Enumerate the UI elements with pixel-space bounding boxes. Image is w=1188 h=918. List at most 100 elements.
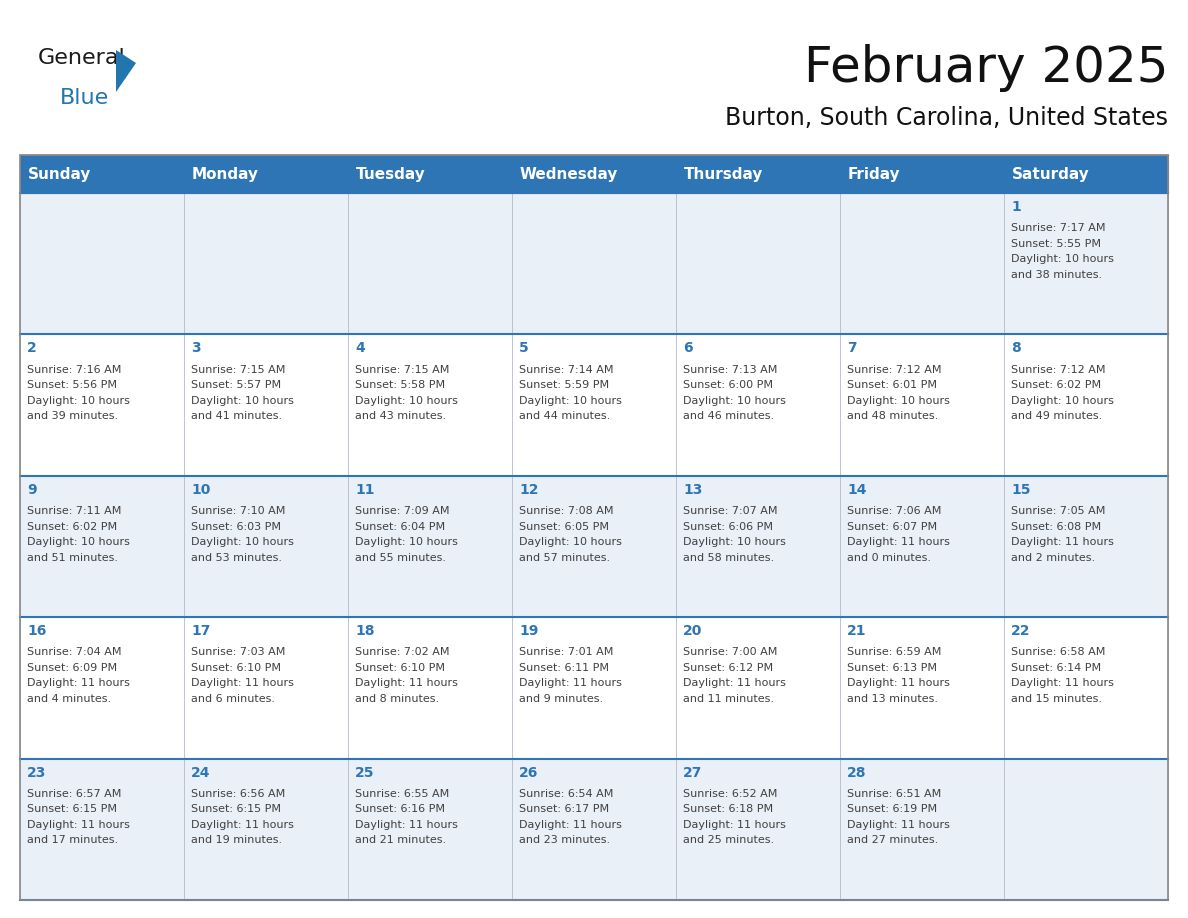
Text: Sunrise: 7:15 AM: Sunrise: 7:15 AM bbox=[355, 364, 449, 375]
Text: Daylight: 11 hours: Daylight: 11 hours bbox=[27, 678, 129, 688]
Text: Sunrise: 7:02 AM: Sunrise: 7:02 AM bbox=[355, 647, 449, 657]
Text: Sunset: 6:19 PM: Sunset: 6:19 PM bbox=[847, 804, 937, 814]
Text: Sunrise: 7:08 AM: Sunrise: 7:08 AM bbox=[519, 506, 613, 516]
Text: Sunrise: 7:12 AM: Sunrise: 7:12 AM bbox=[847, 364, 942, 375]
Text: Sunrise: 7:01 AM: Sunrise: 7:01 AM bbox=[519, 647, 613, 657]
Bar bbox=[512, 334, 676, 476]
Text: Sunset: 6:16 PM: Sunset: 6:16 PM bbox=[355, 804, 446, 814]
Text: Sunset: 6:18 PM: Sunset: 6:18 PM bbox=[683, 804, 773, 814]
Text: Sunrise: 6:52 AM: Sunrise: 6:52 AM bbox=[683, 789, 777, 799]
Text: 5: 5 bbox=[519, 341, 529, 355]
Text: and 23 minutes.: and 23 minutes. bbox=[519, 835, 611, 845]
Bar bbox=[348, 334, 512, 476]
Text: and 19 minutes.: and 19 minutes. bbox=[191, 835, 282, 845]
Text: Sunset: 6:07 PM: Sunset: 6:07 PM bbox=[847, 521, 937, 532]
Text: 6: 6 bbox=[683, 341, 693, 355]
Text: February 2025: February 2025 bbox=[803, 44, 1168, 92]
Bar bbox=[184, 155, 348, 193]
Text: 3: 3 bbox=[191, 341, 201, 355]
Text: Burton, South Carolina, United States: Burton, South Carolina, United States bbox=[725, 106, 1168, 130]
Bar bbox=[184, 617, 348, 758]
Bar bbox=[20, 758, 184, 900]
Bar bbox=[348, 617, 512, 758]
Bar bbox=[184, 334, 348, 476]
Text: 24: 24 bbox=[191, 766, 210, 779]
Bar bbox=[1004, 334, 1168, 476]
Text: and 53 minutes.: and 53 minutes. bbox=[191, 553, 282, 563]
Bar bbox=[184, 476, 348, 617]
Text: Sunrise: 6:58 AM: Sunrise: 6:58 AM bbox=[1011, 647, 1105, 657]
Text: and 4 minutes.: and 4 minutes. bbox=[27, 694, 112, 704]
Text: 13: 13 bbox=[683, 483, 702, 497]
Text: and 21 minutes.: and 21 minutes. bbox=[355, 835, 447, 845]
Text: Daylight: 11 hours: Daylight: 11 hours bbox=[27, 820, 129, 830]
Polygon shape bbox=[116, 50, 135, 92]
Bar bbox=[676, 617, 840, 758]
Text: and 38 minutes.: and 38 minutes. bbox=[1011, 270, 1102, 280]
Bar bbox=[512, 617, 676, 758]
Bar bbox=[512, 758, 676, 900]
Text: Sunday: Sunday bbox=[29, 166, 91, 182]
Text: Daylight: 11 hours: Daylight: 11 hours bbox=[847, 678, 950, 688]
Bar bbox=[20, 334, 184, 476]
Bar bbox=[676, 155, 840, 193]
Text: Friday: Friday bbox=[848, 166, 901, 182]
Text: Sunrise: 7:16 AM: Sunrise: 7:16 AM bbox=[27, 364, 121, 375]
Bar bbox=[676, 476, 840, 617]
Text: Sunset: 6:12 PM: Sunset: 6:12 PM bbox=[683, 663, 773, 673]
Text: Sunrise: 6:54 AM: Sunrise: 6:54 AM bbox=[519, 789, 613, 799]
Text: 2: 2 bbox=[27, 341, 37, 355]
Text: Sunset: 6:03 PM: Sunset: 6:03 PM bbox=[191, 521, 282, 532]
Text: and 44 minutes.: and 44 minutes. bbox=[519, 411, 611, 421]
Text: 22: 22 bbox=[1011, 624, 1030, 638]
Text: and 48 minutes.: and 48 minutes. bbox=[847, 411, 939, 421]
Text: Daylight: 10 hours: Daylight: 10 hours bbox=[27, 537, 129, 547]
Text: Sunset: 6:08 PM: Sunset: 6:08 PM bbox=[1011, 521, 1101, 532]
Text: Sunset: 6:01 PM: Sunset: 6:01 PM bbox=[847, 380, 937, 390]
Text: 1: 1 bbox=[1011, 200, 1020, 214]
Bar bbox=[840, 758, 1004, 900]
Text: 12: 12 bbox=[519, 483, 538, 497]
Text: Sunset: 6:10 PM: Sunset: 6:10 PM bbox=[355, 663, 446, 673]
Text: 11: 11 bbox=[355, 483, 374, 497]
Text: and 55 minutes.: and 55 minutes. bbox=[355, 553, 446, 563]
Text: Daylight: 10 hours: Daylight: 10 hours bbox=[847, 396, 950, 406]
Bar bbox=[20, 155, 184, 193]
Text: Sunset: 6:14 PM: Sunset: 6:14 PM bbox=[1011, 663, 1101, 673]
Text: Sunset: 6:02 PM: Sunset: 6:02 PM bbox=[27, 521, 118, 532]
Text: Daylight: 10 hours: Daylight: 10 hours bbox=[191, 537, 293, 547]
Text: 27: 27 bbox=[683, 766, 702, 779]
Text: and 41 minutes.: and 41 minutes. bbox=[191, 411, 282, 421]
Text: Daylight: 11 hours: Daylight: 11 hours bbox=[519, 678, 621, 688]
Text: Daylight: 10 hours: Daylight: 10 hours bbox=[355, 537, 457, 547]
Text: and 6 minutes.: and 6 minutes. bbox=[191, 694, 274, 704]
Text: 18: 18 bbox=[355, 624, 374, 638]
Bar bbox=[840, 334, 1004, 476]
Text: Blue: Blue bbox=[61, 88, 109, 108]
Text: Sunset: 5:55 PM: Sunset: 5:55 PM bbox=[1011, 239, 1101, 249]
Bar bbox=[676, 758, 840, 900]
Text: Sunset: 6:05 PM: Sunset: 6:05 PM bbox=[519, 521, 609, 532]
Text: Thursday: Thursday bbox=[684, 166, 764, 182]
Bar bbox=[348, 193, 512, 334]
Text: 7: 7 bbox=[847, 341, 857, 355]
Text: 26: 26 bbox=[519, 766, 538, 779]
Text: Sunset: 5:57 PM: Sunset: 5:57 PM bbox=[191, 380, 282, 390]
Text: Sunrise: 7:15 AM: Sunrise: 7:15 AM bbox=[191, 364, 285, 375]
Text: Sunrise: 6:51 AM: Sunrise: 6:51 AM bbox=[847, 789, 941, 799]
Text: 16: 16 bbox=[27, 624, 46, 638]
Text: and 11 minutes.: and 11 minutes. bbox=[683, 694, 775, 704]
Text: Daylight: 10 hours: Daylight: 10 hours bbox=[191, 396, 293, 406]
Text: Sunrise: 7:17 AM: Sunrise: 7:17 AM bbox=[1011, 223, 1106, 233]
Bar bbox=[1004, 155, 1168, 193]
Text: Sunset: 6:06 PM: Sunset: 6:06 PM bbox=[683, 521, 773, 532]
Text: and 43 minutes.: and 43 minutes. bbox=[355, 411, 447, 421]
Text: Sunset: 6:11 PM: Sunset: 6:11 PM bbox=[519, 663, 609, 673]
Text: Sunrise: 6:57 AM: Sunrise: 6:57 AM bbox=[27, 789, 121, 799]
Text: and 27 minutes.: and 27 minutes. bbox=[847, 835, 939, 845]
Bar bbox=[348, 476, 512, 617]
Text: Sunset: 6:10 PM: Sunset: 6:10 PM bbox=[191, 663, 282, 673]
Text: 25: 25 bbox=[355, 766, 374, 779]
Bar bbox=[676, 193, 840, 334]
Text: Tuesday: Tuesday bbox=[356, 166, 425, 182]
